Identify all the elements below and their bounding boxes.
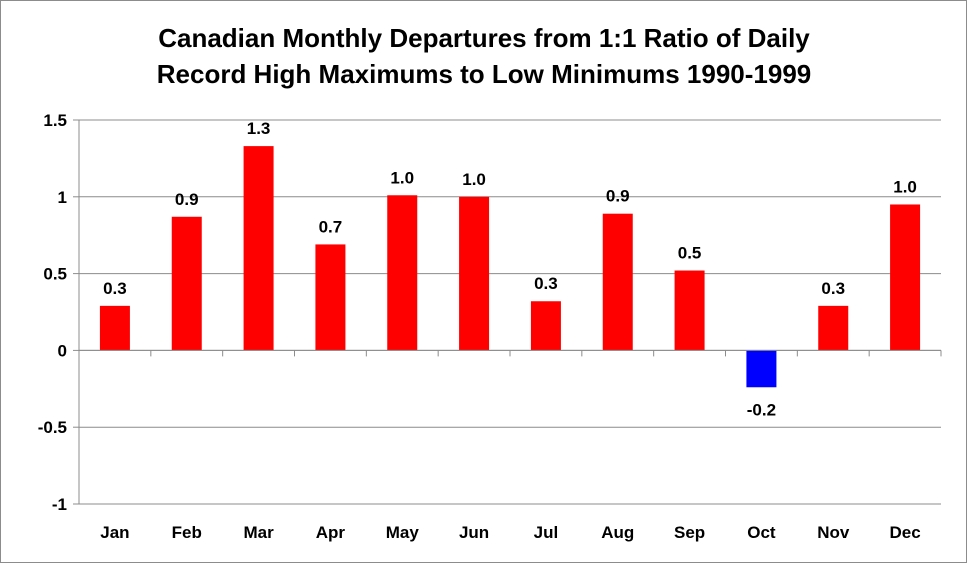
x-category-label: Jun	[459, 523, 489, 542]
bar-feb	[171, 216, 202, 351]
bar-sep	[674, 270, 705, 351]
chart-title-line-1: Canadian Monthly Departures from 1:1 Rat…	[158, 23, 810, 53]
x-category-label: Feb	[172, 523, 202, 542]
y-tick-label: 0	[58, 341, 67, 360]
data-label: 1.0	[462, 170, 486, 189]
data-label: 1.0	[390, 168, 414, 187]
data-label: 0.3	[103, 279, 127, 298]
x-category-label: Mar	[243, 523, 274, 542]
bar-dec	[890, 204, 921, 351]
y-tick-label: -0.5	[38, 418, 67, 437]
bar-aug	[602, 213, 633, 351]
data-label: -0.2	[747, 400, 776, 419]
bar-jan	[99, 305, 130, 351]
x-category-label: Dec	[889, 523, 920, 542]
data-label: 0.7	[319, 217, 343, 236]
data-labels: 0.3 0.9 1.3 0.7 1.0 1.0 0.3 0.9 0.5 -0.2 0.3 1.0	[103, 119, 917, 419]
y-tick-label: 1.5	[43, 111, 67, 130]
data-label: 0.5	[678, 244, 702, 263]
x-category-label: Jan	[100, 523, 129, 542]
x-category-label: Apr	[316, 523, 346, 542]
y-tick-label: -1	[52, 495, 67, 514]
chart-title-line-2: Record High Maximums to Low Minimums 199…	[157, 59, 812, 89]
bar-oct	[746, 350, 777, 388]
y-axis-ticks: 1.5 1 0.5 0 -0.5 -1	[38, 111, 67, 514]
bar-apr	[315, 244, 346, 351]
bar-nov	[818, 305, 849, 351]
x-category-label: Jul	[534, 523, 559, 542]
x-category-label: Sep	[674, 523, 705, 542]
y-tick-label: 0.5	[43, 265, 67, 284]
data-label: 0.3	[534, 274, 558, 293]
data-label: 0.3	[821, 279, 845, 298]
bars	[99, 146, 921, 388]
bar-jul	[530, 301, 561, 351]
x-category-label: May	[386, 523, 420, 542]
data-label: 1.3	[247, 119, 271, 138]
data-label: 0.9	[606, 187, 630, 206]
x-category-label: Aug	[601, 523, 634, 542]
data-label: 0.9	[175, 190, 199, 209]
axes	[73, 119, 942, 505]
x-category-label: Oct	[747, 523, 776, 542]
y-tick-label: 1	[58, 188, 67, 207]
gridlines	[79, 119, 941, 505]
bar-may	[387, 195, 418, 351]
bar-jun	[459, 196, 490, 351]
bar-mar	[243, 146, 274, 351]
data-label: 1.0	[893, 177, 917, 196]
x-axis-categories: Jan Feb Mar Apr May Jun Jul Aug Sep Oct Nov Dec	[100, 523, 920, 542]
x-category-label: Nov	[817, 523, 850, 542]
